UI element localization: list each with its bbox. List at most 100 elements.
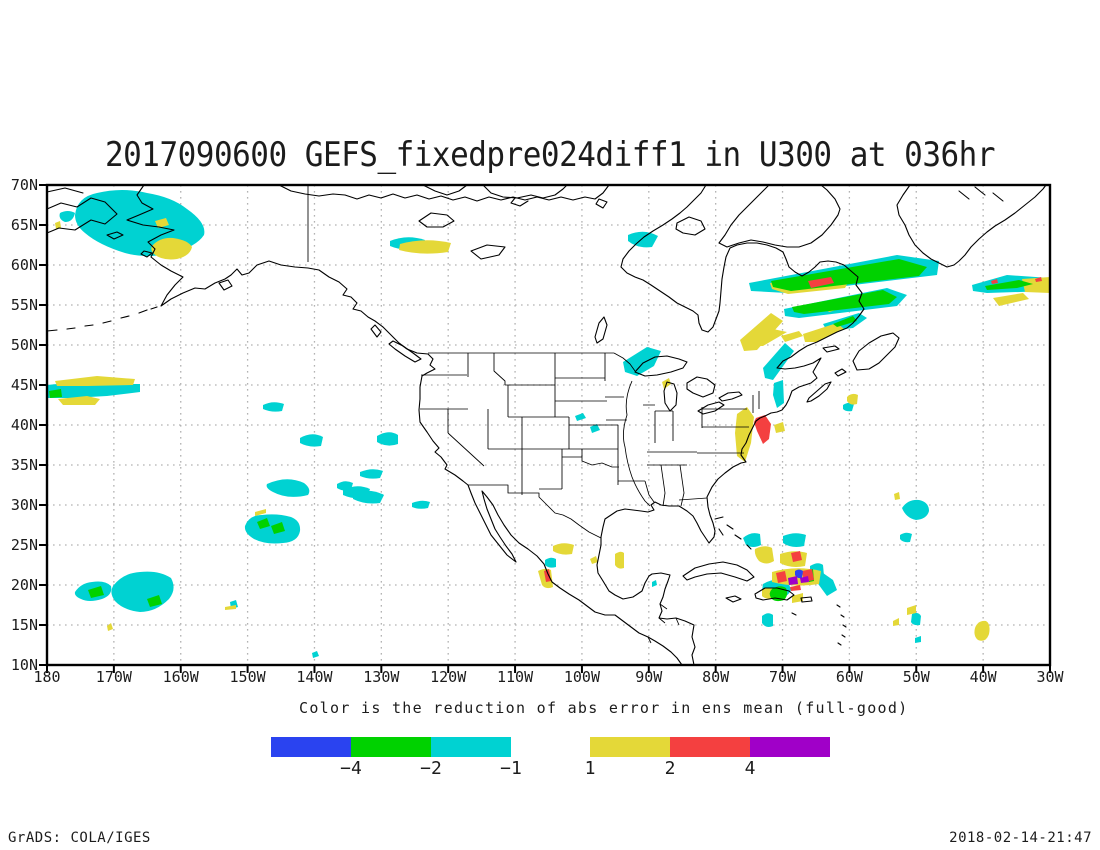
shaded-region-red — [1035, 277, 1042, 282]
shaded-region-yellow — [155, 218, 169, 228]
grads-credit-text: GrADS: COLA/IGES — [8, 830, 151, 846]
shaded-region-red — [776, 571, 787, 583]
coastline-path — [595, 198, 608, 209]
shaded-region-cyan — [900, 532, 912, 543]
y-axis-label: 30N — [10, 496, 38, 514]
shaded-region-red — [544, 569, 551, 582]
shaded-region-cyan — [628, 231, 658, 248]
shaded-region-red — [790, 585, 801, 591]
state-border-path — [562, 449, 619, 468]
shaded-region-yellow — [907, 605, 916, 615]
shaded-region-yellow — [974, 620, 990, 641]
coastline-path — [714, 516, 752, 550]
shaded-region-red — [991, 279, 998, 284]
shaded-region-cyan — [111, 571, 174, 612]
shaded-region-yellow — [151, 237, 192, 260]
x-axis-label: 60W — [835, 668, 863, 686]
shaded-region-cyan — [590, 424, 600, 433]
coastline-path — [140, 250, 153, 258]
state-border-path — [678, 497, 708, 501]
shaded-region-yellow — [553, 543, 574, 555]
shaded-region-green — [147, 595, 162, 607]
shaded-region-cyan — [773, 380, 784, 408]
coastline-path — [822, 345, 840, 353]
y-axis-label: 25N — [10, 536, 38, 554]
coastline-path — [278, 184, 610, 202]
state-border-path — [647, 451, 744, 454]
x-axis-label: 50W — [902, 668, 930, 686]
shaded-region-cyan — [360, 469, 383, 479]
x-axis-label: 110W — [497, 668, 534, 686]
shaded-region-yellow — [255, 509, 266, 516]
shaded-region-purple — [788, 576, 798, 585]
x-axis-label: 90W — [635, 668, 663, 686]
state-border-path — [644, 464, 685, 507]
shaded-region-cyan — [911, 612, 921, 626]
x-axis-label: 120W — [430, 668, 467, 686]
shaded-region-green — [257, 518, 270, 529]
shaded-region-green — [88, 586, 104, 598]
coastline-path — [46, 197, 118, 234]
shaded-region-cyan — [762, 613, 773, 627]
coastline-path — [718, 184, 841, 248]
shaded-region-yellow — [803, 323, 844, 342]
coastline-path — [686, 376, 716, 398]
legend-swatch-blue — [271, 737, 351, 757]
state-border-path — [701, 407, 749, 428]
state-border-path — [493, 353, 506, 385]
legend-swatch-yellow — [590, 737, 670, 757]
legend-label: 2 — [664, 758, 676, 779]
shaded-region-yellow — [399, 240, 451, 254]
legend-negative-bar — [271, 737, 511, 757]
x-axis-label: 30W — [1036, 668, 1064, 686]
state-border-path — [605, 396, 627, 421]
legend-swatch-green — [351, 737, 431, 757]
shaded-region-cyan — [377, 432, 398, 446]
coastline-path — [806, 381, 832, 403]
map-svg — [39, 183, 1052, 673]
coastline-path — [422, 184, 568, 207]
shaded-region-green — [271, 522, 285, 534]
shaded-region-yellow — [55, 221, 61, 229]
y-axis-label: 60N — [10, 256, 38, 274]
x-axis-label: 130W — [363, 668, 400, 686]
shaded-region-yellow — [792, 593, 803, 603]
x-axis-label: 80W — [702, 668, 730, 686]
shaded-region-cyan — [763, 343, 794, 380]
shaded-region-cyan — [263, 402, 284, 412]
shaded-region-cyan — [59, 211, 75, 222]
shaded-region-green — [985, 280, 1033, 290]
shaded-region-yellow — [747, 329, 787, 346]
coastline-path — [663, 381, 678, 412]
y-axis-label: 40N — [10, 416, 38, 434]
shaded-region-cyan — [353, 490, 384, 504]
y-axis-label: 70N — [10, 176, 38, 194]
x-axis-label: 160W — [162, 668, 199, 686]
coastline-path — [418, 212, 455, 228]
legend-label: 1 — [584, 758, 596, 779]
legend-swatch-purple — [750, 737, 830, 757]
shaded-region-yellow — [58, 396, 100, 405]
y-axis-label: 10N — [10, 656, 38, 674]
coastline-path — [725, 595, 742, 603]
state-border-path — [468, 484, 602, 539]
shaded-region-red — [808, 277, 834, 288]
plot-title: 2017090600 GEFS_fixedpre024diff1 in U300… — [104, 136, 996, 175]
shaded-region-yellow — [1022, 277, 1050, 293]
shaded-region-yellow — [735, 407, 754, 462]
coastline-path — [46, 306, 158, 332]
coastline-path — [106, 231, 124, 240]
y-axis-label: 55N — [10, 296, 38, 314]
shaded-region-cyan — [545, 557, 556, 568]
shaded-region-cyan — [623, 347, 661, 376]
coastline-path — [754, 587, 795, 601]
x-axis-label: 40W — [969, 668, 997, 686]
shaded-region-cyan — [783, 533, 806, 547]
coastline-path — [852, 332, 900, 371]
coastline-path — [594, 316, 608, 344]
shaded-region-yellow — [781, 331, 803, 342]
state-border-path — [604, 352, 636, 381]
y-axis-label: 65N — [10, 216, 38, 234]
shaded-region-cyan — [337, 481, 353, 491]
coastline-path — [218, 279, 233, 291]
